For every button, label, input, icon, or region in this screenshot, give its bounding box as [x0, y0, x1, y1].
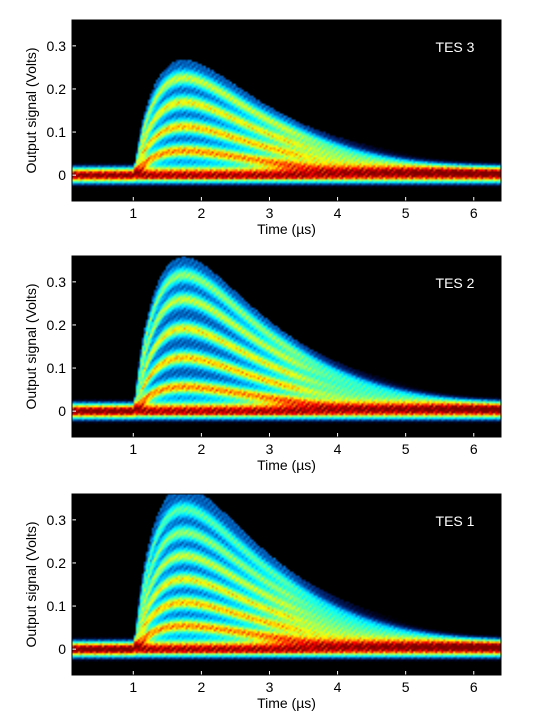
- x-tick-label: 1: [129, 679, 137, 695]
- x-tick-label: 5: [402, 441, 410, 457]
- x-tick-label: 4: [334, 205, 342, 221]
- chart-panel-1: TES 1 1 2 3 4 5 6 0 0.1 0.2 0.3 Time (µs) Output sig…: [23, 493, 502, 711]
- x-tick-label: 5: [402, 679, 410, 695]
- x-tick-label: 5: [402, 205, 410, 221]
- heatmap-image: [72, 494, 501, 675]
- chart-panel-3: TES 3 1 2 3 4 5 6 0 0.1 0.2 0.3 Time (µs) Output sig…: [23, 19, 502, 237]
- x-tick-label: 4: [334, 679, 342, 695]
- x-axis-title: Time (µs): [257, 221, 316, 237]
- x-tick-label: 1: [129, 441, 137, 457]
- panel-label: TES 1: [436, 513, 475, 529]
- y-tick-label: 0.2: [47, 81, 67, 97]
- chart-panel-2: TES 2 1 2 3 4 5 6 0 0.1 0.2 0.3 Time (µs) Output sig…: [23, 255, 502, 473]
- heatmap-image: [72, 256, 501, 437]
- x-tick-label: 3: [266, 205, 274, 221]
- x-tick-label: 6: [470, 679, 478, 695]
- y-tick-label: 0.1: [47, 124, 67, 140]
- axes-frame: [71, 255, 502, 438]
- y-tick-label: 0.3: [47, 512, 67, 528]
- y-tick-label: 0: [58, 167, 66, 183]
- x-axis-title: Time (µs): [257, 457, 316, 473]
- x-tick-label: 2: [197, 441, 205, 457]
- y-tick-label: 0.1: [47, 598, 67, 614]
- x-tick-label: 3: [266, 679, 274, 695]
- y-tick-label: 0.3: [47, 274, 67, 290]
- x-tick-label: 2: [197, 205, 205, 221]
- x-tick-label: 3: [266, 441, 274, 457]
- axes-frame: [71, 19, 502, 202]
- y-tick-label: 0.2: [47, 555, 67, 571]
- panel-label: TES 3: [436, 39, 475, 55]
- y-tick-label: 0.1: [47, 360, 67, 376]
- axes-frame: [71, 493, 502, 676]
- heatmap-image: [72, 20, 501, 201]
- y-tick-label: 0.3: [47, 38, 67, 54]
- x-axis-title: Time (µs): [257, 695, 316, 711]
- x-tick-label: 6: [470, 205, 478, 221]
- y-axis-title: Output signal (Volts): [23, 283, 39, 409]
- panel-label: TES 2: [436, 275, 475, 291]
- x-tick-label: 6: [470, 441, 478, 457]
- y-axis-title: Output signal (Volts): [23, 521, 39, 647]
- y-tick-label: 0: [58, 403, 66, 419]
- y-axis-title: Output signal (Volts): [23, 47, 39, 173]
- x-tick-label: 1: [129, 205, 137, 221]
- y-tick-label: 0.2: [47, 317, 67, 333]
- y-tick-label: 0: [58, 641, 66, 657]
- x-tick-label: 2: [197, 679, 205, 695]
- x-tick-label: 4: [334, 441, 342, 457]
